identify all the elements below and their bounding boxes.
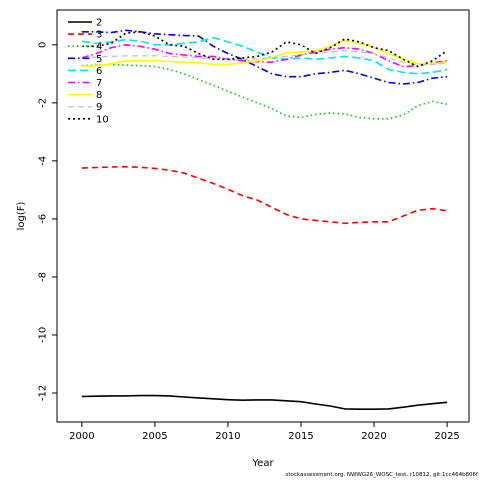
series-line-6: [81, 36, 448, 75]
series-line-7: [81, 43, 448, 68]
x-tick-label: 2010: [215, 431, 240, 442]
legend-label-2: 2: [96, 18, 102, 29]
series-line-8: [81, 39, 448, 68]
y-axis: 0 -2 -4 -6 -8 -10 -12: [38, 42, 57, 401]
plot-frame: [56, 9, 470, 423]
series-line-5: [81, 29, 448, 85]
y-tick-label: -2: [38, 98, 49, 108]
y-tick-label: 0: [38, 42, 49, 48]
y-tick-label: -10: [38, 327, 49, 343]
y-tick-label: -12: [38, 385, 49, 401]
x-axis-title: Year: [251, 458, 274, 469]
series-line-9: [81, 49, 448, 66]
series-lines: [81, 29, 448, 411]
series-line-4: [81, 63, 448, 120]
y-tick-label: -8: [38, 272, 49, 282]
legend-label-7: 7: [96, 78, 102, 89]
y-tick-label: -6: [38, 214, 49, 224]
x-tick-label: 2005: [142, 431, 167, 442]
x-tick-label: 2000: [69, 431, 94, 442]
legend-label-5: 5: [96, 54, 102, 65]
y-axis-title: log(F): [16, 202, 27, 231]
footer-credit: stockassessment.org, NWWG26_WOSC_test, r…: [285, 472, 478, 478]
x-tick-label: 2025: [434, 431, 459, 442]
legend-label-8: 8: [96, 90, 102, 101]
legend-label-10: 10: [96, 114, 109, 125]
legend-label-9: 9: [96, 102, 102, 113]
x-axis: 2000 2005 2010 2015 2020 2025: [69, 422, 460, 442]
series-line-3: [81, 165, 448, 225]
legend-label-6: 6: [96, 66, 102, 77]
y-tick-label: -4: [38, 156, 49, 166]
series-line-2: [81, 394, 448, 411]
x-tick-label: 2020: [361, 431, 386, 442]
legend-label-3: 3: [96, 30, 102, 41]
x-tick-label: 2015: [288, 431, 313, 442]
series-line-10: [81, 30, 448, 68]
legend-label-4: 4: [96, 42, 102, 53]
